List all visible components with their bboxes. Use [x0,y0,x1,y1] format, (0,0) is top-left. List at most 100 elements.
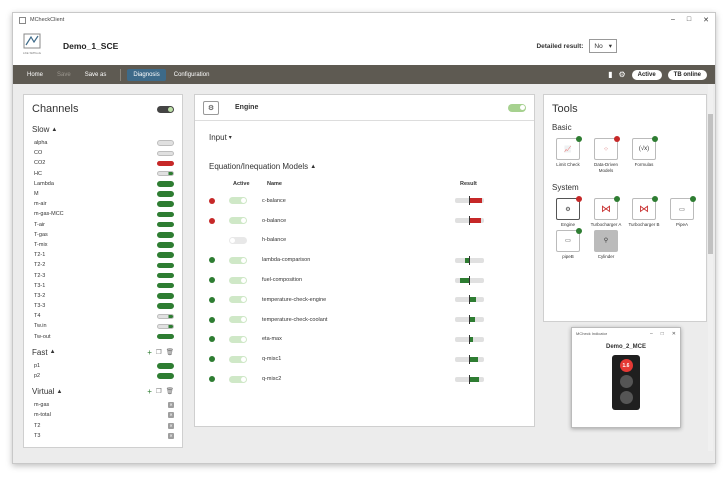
active-status-badge[interactable]: Active [631,69,662,80]
model-active-toggle[interactable] [229,335,247,343]
channel-row[interactable]: T2 ✕ [24,421,182,431]
model-active-toggle[interactable] [229,296,247,304]
channel-row[interactable]: T-mix [24,240,182,250]
add-icon[interactable]: + [147,387,152,397]
channel-row[interactable]: p1 [24,361,182,371]
channel-row[interactable]: T3-3 [24,301,182,311]
indicator-window[interactable]: MCheck Indicator – □ ✕ Demo_2_MCE 1.6 [571,327,681,428]
virtual-channel-icon[interactable]: ✕ [168,412,174,419]
scrollbar[interactable] [708,84,713,451]
tool-label: Data-Driven Models [593,162,618,173]
channel-row[interactable]: alpha [24,138,182,148]
channel-row[interactable]: T2-3 [24,270,182,280]
channel-row[interactable]: T4 [24,311,182,321]
copy-icon[interactable]: ❐ [155,388,162,396]
channel-row[interactable]: T-gas [24,230,182,240]
model-result-bar [455,216,484,226]
input-section-header[interactable]: Input ▾ [209,133,520,142]
channel-name: T3 [34,432,41,439]
scrollbar-thumb[interactable] [708,114,713,254]
delete-icon[interactable]: 🗑 [165,348,174,356]
tool-turbocharger[interactable]: ⋈ Turbocharger B [626,196,662,228]
model-name: q-misc1 [262,356,282,363]
minimize-button[interactable]: – [649,330,653,337]
save-as-button[interactable]: Save as [84,71,107,78]
pipe-icon: ▭ [679,206,685,213]
tool-tile[interactable]: ⚲ [594,229,618,252]
tool-tile[interactable]: ⚙ [556,196,582,220]
close-button[interactable]: ✕ [703,17,709,24]
tool-tile[interactable]: ⁘ [594,136,620,160]
maximize-button[interactable]: □ [686,16,692,23]
channels-toggle[interactable] [157,105,174,113]
model-active-toggle[interactable] [229,316,247,324]
channel-row[interactable]: T3-1 [24,281,182,291]
tool-tile[interactable]: 📈 [556,136,582,160]
channel-row[interactable]: T2-1 [24,250,182,260]
tool-tile[interactable]: ▭ [556,227,582,252]
tab-diagnosis[interactable]: Diagnosis [127,68,166,81]
virtual-section-header[interactable]: Virtual ▲ + ❐ 🗑 [32,387,174,396]
maximize-button[interactable]: □ [660,330,664,337]
model-active-toggle[interactable] [229,355,247,363]
tool-pipe[interactable]: ▭ PipeA [664,196,700,228]
channel-row[interactable]: m-gas-MCC [24,209,182,219]
tool-tile[interactable]: ▭ [670,196,696,220]
model-active-toggle[interactable] [229,197,247,205]
tool-scatter-chart[interactable]: ⁘ Data-Driven Models [588,136,624,173]
channel-row[interactable]: Lambda [24,179,182,189]
model-name: o-balance [262,217,287,224]
tool-tile[interactable]: (√x) [632,136,658,160]
channel-row[interactable]: m-air [24,199,182,209]
slow-section-header[interactable]: Slow ▲ [32,125,174,134]
engine-title: Engine [235,104,259,111]
channel-row[interactable]: Tw-out [24,332,182,342]
model-active-toggle[interactable] [229,375,247,383]
tool-cylinder[interactable]: ⚲ Cylinder [588,229,624,260]
minimize-button[interactable]: – [670,16,675,23]
tool-turbocharger[interactable]: ⋈ Turbocharger A [588,196,624,228]
channel-row[interactable]: T3-2 [24,291,182,301]
channel-row[interactable]: T-air [24,220,182,230]
model-active-toggle[interactable] [229,276,247,284]
close-button[interactable]: ✕ [671,330,676,337]
model-row: lambda-comparison [209,250,534,270]
save-button[interactable]: Save [57,71,71,78]
delete-icon[interactable]: 🗑 [165,388,174,396]
channel-row[interactable]: HC [24,169,182,179]
model-active-toggle[interactable] [229,217,247,225]
virtual-channel-icon[interactable]: ✕ [168,402,174,409]
model-active-toggle[interactable] [229,236,247,244]
tb-online-badge[interactable]: TB online [667,69,707,80]
tool-formula[interactable]: (√x) Formulas [626,136,662,173]
channel-row[interactable]: CO2 [24,158,182,168]
virtual-channel-icon[interactable]: ✕ [168,422,174,429]
model-active-toggle[interactable] [229,256,247,264]
channel-row[interactable]: M [24,189,182,199]
tool-engine[interactable]: ⚙ Engine [550,196,586,228]
models-section-header[interactable]: Equation/Inequation Models ▲ [209,162,520,171]
home-button[interactable]: Home [27,71,44,78]
channel-row[interactable]: T3 ✕ [24,431,182,441]
settings-icon[interactable]: ⚙ [618,70,626,79]
channel-row[interactable]: p2 [24,371,182,381]
engine-toggle[interactable] [508,103,526,112]
channel-row[interactable]: m-total ✕ [24,410,182,420]
virtual-channel-icon[interactable]: ✕ [168,432,174,439]
channel-row[interactable]: m-gas ✕ [24,400,182,410]
tab-configuration[interactable]: Configuration [173,71,210,78]
channel-row[interactable]: T2-2 [24,260,182,270]
fast-section-header[interactable]: Fast ▲ + ❐ 🗑 [32,348,174,357]
copy-icon[interactable]: ❐ [155,348,162,356]
add-icon[interactable]: + [147,347,152,357]
tool-tile[interactable]: ⋈ [594,196,620,220]
device-icon[interactable]: ▮ [608,70,613,79]
channel-row[interactable]: Tw.in [24,321,182,331]
tool-tile[interactable]: ⋈ [632,196,658,220]
channel-row[interactable]: CO [24,148,182,158]
channel-name: Lambda [34,180,54,187]
tool-limit-chart[interactable]: 📈 Limit Check [550,136,586,173]
tool-pipe[interactable]: ▭ pipeB [550,227,586,260]
detailed-result-select[interactable]: No ▾ [589,39,617,53]
